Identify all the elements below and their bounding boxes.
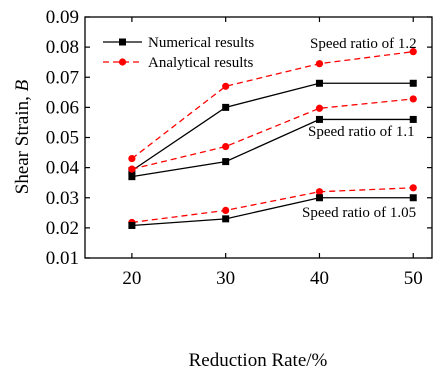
legend-label-numerical: Numerical results — [148, 35, 254, 51]
data-point-numerical — [315, 194, 323, 202]
y-tick-label: 0.01 — [46, 248, 79, 269]
series-line-analytical — [131, 50, 414, 160]
data-point-numerical — [409, 194, 417, 202]
data-point-numerical — [409, 115, 417, 123]
data-point-numerical — [222, 103, 230, 111]
x-axis-title: Reduction Rate/% — [189, 350, 328, 371]
data-point-analytical — [315, 60, 324, 68]
series-line-analytical — [131, 98, 414, 170]
x-tick-label: 40 — [310, 268, 329, 289]
data-point-analytical — [315, 188, 324, 196]
y-tick-label: 0.02 — [46, 218, 79, 239]
data-point-analytical — [409, 95, 417, 103]
legend-marker-analytical — [118, 58, 127, 66]
y-tick-label: 0.06 — [46, 97, 79, 118]
annotation-speed-ratio-1-05: Speed ratio of 1.05 — [302, 205, 416, 221]
series-numerical — [128, 115, 417, 181]
legend: Numerical results Analytical results — [103, 35, 254, 71]
y-tick-label: 0.05 — [46, 128, 79, 149]
data-point-numerical — [222, 158, 230, 166]
series-analytical — [128, 95, 417, 173]
data-point-analytical — [409, 48, 417, 56]
y-tick-label: 0.04 — [46, 158, 80, 179]
data-point-numerical — [315, 79, 323, 87]
series-analytical — [128, 48, 417, 163]
series-line-analytical — [131, 187, 414, 224]
data-point-numerical — [128, 173, 136, 181]
data-point-analytical — [315, 104, 324, 112]
data-point-analytical — [409, 184, 417, 192]
y-tick-label: 0.03 — [46, 188, 79, 209]
data-point-analytical — [128, 154, 136, 163]
series-line-numerical — [131, 118, 414, 178]
x-axis: 20 30 40 50 — [122, 17, 423, 289]
legend-marker-numerical — [119, 38, 126, 46]
series-numerical — [128, 194, 417, 229]
annotation-speed-ratio-1-2: Speed ratio of 1.2 — [310, 36, 417, 52]
data-point-analytical — [128, 165, 136, 173]
data-point-numerical — [315, 115, 323, 123]
data-point-numerical — [222, 215, 230, 223]
data-point-analytical — [222, 206, 230, 215]
x-tick-label: 20 — [122, 268, 141, 289]
annotation-speed-ratio-1-1: Speed ratio of 1.1 — [308, 124, 415, 140]
data-point-analytical — [222, 82, 230, 90]
data-point-analytical — [222, 142, 230, 151]
legend-label-analytical: Analytical results — [148, 55, 254, 71]
y-axis-title: Shear Strain, B — [12, 79, 33, 194]
series-line-numerical — [131, 82, 414, 172]
y-tick-label: 0.08 — [46, 37, 79, 58]
y-tick-label: 0.09 — [46, 7, 79, 28]
x-tick-label: 30 — [216, 268, 235, 289]
series-layer — [128, 48, 417, 229]
y-axis: 0.01 0.02 0.03 0.04 0.05 0.06 0.07 0.08 0.09 — [46, 7, 432, 269]
x-tick-label: 50 — [404, 268, 423, 289]
y-tick-label: 0.07 — [46, 67, 79, 88]
series-line-numerical — [131, 197, 414, 227]
data-point-numerical — [128, 221, 136, 229]
data-point-numerical — [409, 79, 417, 87]
